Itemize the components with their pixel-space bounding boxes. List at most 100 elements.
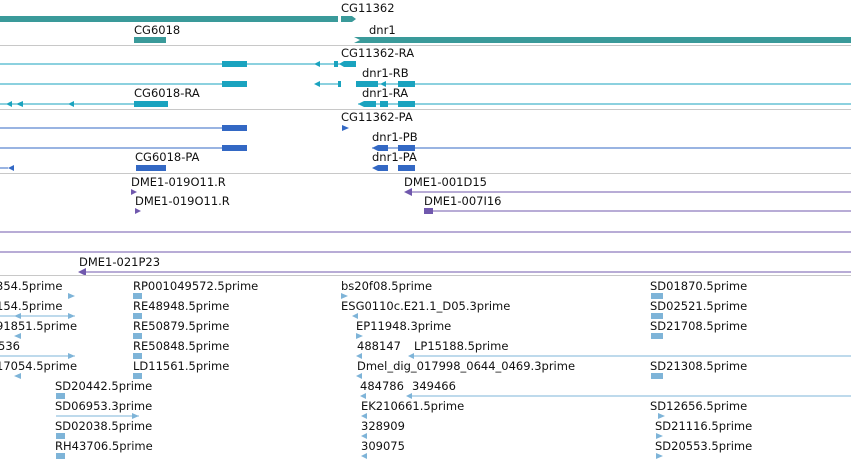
cds-dnr1-PB-exon[interactable] [398,145,415,151]
transcript-CG6018-RA-label[interactable]: CG6018-RA [134,86,200,100]
clone-DME1-007I16-block[interactable] [424,208,433,214]
cds-dnr1-PA-exon[interactable] [378,165,388,171]
est-arrow-left[interactable] [14,333,21,339]
transcript-exon[interactable] [338,81,341,87]
est-arrow-left[interactable] [14,373,21,379]
cds-CG6018-PA-exon[interactable] [136,165,166,171]
est-arrow-right[interactable] [68,353,75,359]
est-block[interactable] [651,373,663,379]
est-label[interactable]: SD20553.5prime [655,439,752,453]
est-arrow-left[interactable] [406,393,412,399]
clone-DME1-019O11.R-arrow[interactable] [131,189,137,195]
est-arrow-right[interactable] [658,413,665,419]
est-label[interactable]: EP11948.3prime [356,319,451,333]
est-arrow-left[interactable] [360,393,366,399]
est-label[interactable]: RP001049572.5prime [133,279,258,293]
cds-dnr1-PB-label[interactable]: dnr1-PB [372,130,418,144]
clone-DME1-001D15-arrow[interactable] [404,188,412,196]
est-arrow-right[interactable] [68,293,75,299]
cds-dnr1-PA-exon[interactable] [398,165,415,171]
transcript-dnr1-RB-label[interactable]: dnr1-RB [362,66,409,80]
transcript-CG6018-RA-exon[interactable] [134,101,168,107]
est-arrow-left[interactable] [356,353,362,359]
transcript-CG11362-RA-exon[interactable] [344,61,356,67]
est-block[interactable] [56,433,65,439]
gene-CG11362-bar[interactable] [0,16,338,22]
clone-DME1-019O11.R-label[interactable]: DME1-019O11.R [135,194,230,208]
est-arrow-right[interactable] [656,433,663,439]
est-arrow-left[interactable] [356,373,362,379]
transcript-dnr1-RA-exon[interactable] [398,101,415,107]
clone-DME1-007I16-label[interactable]: DME1-007I16 [424,194,502,208]
est-arrow-left[interactable] [352,313,358,319]
transcript-exon[interactable] [222,81,247,87]
est-arrow-right[interactable] [356,333,363,339]
est-arrow-left[interactable] [361,413,367,419]
transcript-dnr1-RA-exon[interactable] [364,101,376,107]
est-label[interactable]: LD11561.5prime [133,359,229,373]
est-label[interactable]: SD21708.5prime [650,319,747,333]
est-arrow-right[interactable] [68,313,75,319]
est-label[interactable]: bs20f08.5prime [341,279,432,293]
est-label[interactable]: 349466 [412,379,456,393]
transcript-CG11362-RA-exon[interactable] [222,61,247,67]
cds-dnr1-PA-label[interactable]: dnr1-PA [372,150,417,164]
est-block[interactable] [651,313,663,319]
clone-DME1-019O11.R-arrow[interactable] [135,208,141,214]
est-block[interactable] [133,373,142,379]
transcript-dnr1-RA-label[interactable]: dnr1-RA [362,86,408,100]
est-arrow-right[interactable] [656,453,663,459]
est-block[interactable] [56,393,65,399]
est-label[interactable]: RE48948.5prime [133,299,229,313]
cds-CG11362-PA-arrow[interactable] [342,125,349,131]
gene-CG11362-arrow[interactable] [341,16,356,22]
est-label[interactable]: 354.5prime [0,279,62,293]
est-label[interactable]: SD02038.5prime [55,419,152,433]
est-label[interactable]: 488147 [357,339,401,353]
clone-DME1-001D15-label[interactable]: DME1-001D15 [404,175,487,189]
clone-DME1-019O11.R-label[interactable]: DME1-019O11.R [131,175,226,189]
est-label[interactable]: Dmel_dig_017998_0644_0469.3prime [357,359,575,373]
est-block[interactable] [651,333,663,339]
gene-dnr1-bar[interactable] [354,37,851,43]
gene-CG6018-label[interactable]: CG6018 [134,23,180,37]
est-label[interactable]: SD21116.5prime [655,419,752,433]
cds-exon[interactable] [222,145,247,151]
est-label[interactable]: SD20442.5prime [55,379,152,393]
est-arrow-left[interactable] [361,453,367,459]
est-label[interactable]: 536 [0,339,20,353]
est-block[interactable] [56,453,65,459]
est-label[interactable]: RE50848.5prime [133,339,229,353]
transcript-dnr1-RA-exon[interactable] [380,101,388,107]
transcript-dnr1-RB-exon[interactable] [356,81,378,87]
cds-exon[interactable] [222,125,247,131]
est-label[interactable]: 309075 [361,439,405,453]
cds-dnr1-PB-exon[interactable] [378,145,388,151]
clone-DME1-021P23-label[interactable]: DME1-021P23 [79,255,160,269]
est-label[interactable]: EK210661.5prime [361,399,464,413]
est-block[interactable] [133,313,142,319]
est-label[interactable]: SD02521.5prime [650,299,747,313]
gene-CG11362-label[interactable]: CG11362 [341,1,395,15]
est-label[interactable]: SD12656.5prime [650,399,747,413]
est-label[interactable]: RE50879.5prime [133,319,229,333]
cds-CG11362-PA-label[interactable]: CG11362-PA [341,110,413,124]
est-arrow-left[interactable] [361,433,367,439]
clone-DME1-021P23-arrow[interactable] [78,268,86,276]
est-arrow-right[interactable] [341,293,348,299]
est-label[interactable]: SD01870.5prime [650,279,747,293]
est-label[interactable]: LP15188.5prime [414,339,508,353]
est-block[interactable] [133,353,142,359]
est-label[interactable]: SD21308.5prime [650,359,747,373]
est-label[interactable]: RH43706.5prime [55,439,153,453]
transcript-dnr1-RB-exon[interactable] [398,81,415,87]
est-arrow-left[interactable] [14,313,21,319]
est-arrow-right[interactable] [132,413,139,419]
transcript-CG11362-RA-label[interactable]: CG11362-RA [341,46,414,60]
est-block[interactable] [133,293,142,299]
est-label[interactable]: ESG0110c.E21.1_D05.3prime [341,299,510,313]
est-label[interactable]: 91851.5prime [0,319,77,333]
est-block[interactable] [133,333,142,339]
transcript-CG11362-RA-exon[interactable] [334,61,338,67]
gene-dnr1-label[interactable]: dnr1 [369,23,396,37]
